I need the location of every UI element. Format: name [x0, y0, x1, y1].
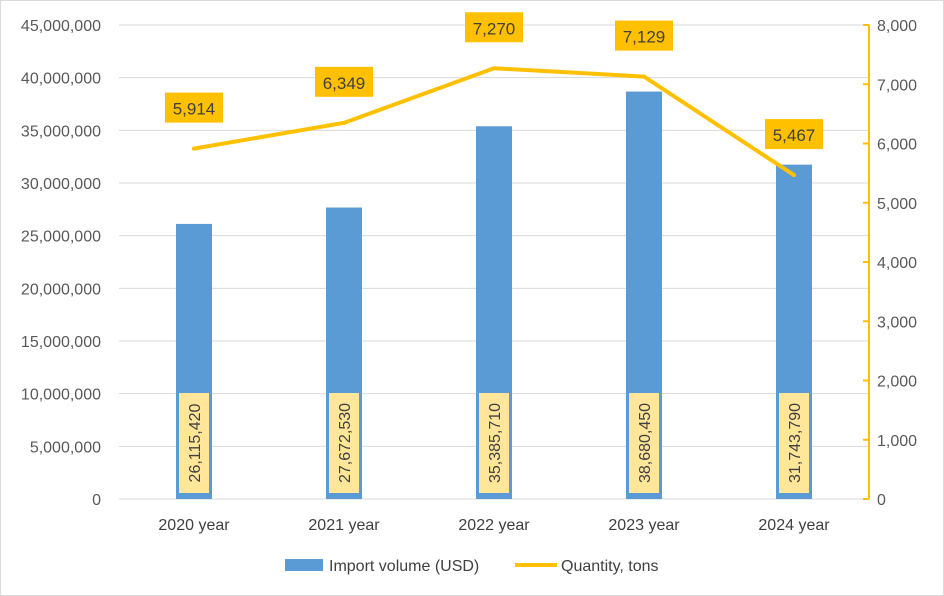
right-tick-label: 5,000 [877, 196, 917, 213]
right-tick-label: 8,000 [877, 18, 917, 35]
right-tick-label: 7,000 [877, 77, 917, 94]
bar-label-box [479, 393, 509, 493]
category-label: 2021 year [308, 517, 380, 534]
right-tick-label: 2,000 [877, 374, 917, 391]
bar-data-label: 27,672,530 [337, 403, 354, 483]
x-axis-categories: 2020 year 2021 year 2022 year 2023 year 2024… [158, 517, 830, 534]
legend-swatch-bars [285, 559, 323, 571]
line-point [792, 173, 796, 178]
bar-data-label: 38,680,450 [637, 403, 654, 483]
legend-label-line: Quantity, tons [561, 558, 659, 575]
line-data-label: 7,129 [623, 28, 666, 47]
line-label-box [615, 20, 673, 51]
left-tick-label: 10,000,000 [21, 387, 101, 404]
left-tick-label: 30,000,000 [21, 176, 101, 193]
bar-data-label: 35,385,710 [487, 403, 504, 483]
line-data-label: 7,270 [473, 19, 516, 38]
line-label-box [315, 66, 373, 97]
line-label-box [465, 12, 523, 43]
bar-data-label: 26,115,420 [187, 403, 204, 482]
right-tick-label: 3,000 [877, 314, 917, 331]
line-point [192, 146, 196, 151]
bar-data-label: 31,743,790 [787, 403, 804, 483]
bar-series: 26,115,420 27,672,530 35,385,710 38,680,450… [176, 91, 812, 500]
left-tick-label: 40,000,000 [21, 71, 101, 88]
category-label: 2022 year [458, 517, 530, 534]
line-data-label: 6,349 [323, 74, 366, 93]
left-tick-label: 45,000,000 [21, 18, 101, 35]
left-axis-ticks: 0 5,000,000 10,000,000 15,000,000 20,000,000… [21, 18, 101, 509]
line-point [642, 74, 646, 79]
right-axis: 0 1,000 2,000 3,000 4,000 5,000 6,000 7,000 8,00… [863, 18, 917, 509]
left-tick-label: 20,000,000 [21, 281, 101, 298]
bar-label-box [779, 393, 809, 493]
line-data-label: 5,467 [773, 126, 816, 145]
category-label: 2023 year [608, 517, 680, 534]
category-label: 2024 year [758, 517, 830, 534]
bar-label-box [629, 393, 659, 493]
left-tick-label: 25,000,000 [21, 229, 101, 246]
right-tick-label: 0 [877, 492, 886, 509]
line-data-label: 5,914 [173, 100, 216, 119]
category-label: 2020 year [158, 517, 230, 534]
line-label-box [765, 119, 823, 150]
left-tick-label: 5,000,000 [30, 439, 101, 456]
left-tick-label: 0 [92, 492, 101, 509]
legend: Import volume (USD) Quantity, tons [285, 558, 659, 575]
right-tick-label: 6,000 [877, 137, 917, 154]
left-tick-label: 15,000,000 [21, 334, 101, 351]
bar-label-box [179, 393, 209, 493]
line-point [492, 66, 496, 71]
bar-label-box [329, 393, 359, 493]
line-label-box [165, 92, 223, 123]
legend-label-bars: Import volume (USD) [329, 558, 479, 575]
line-point [342, 120, 346, 125]
right-tick-label: 1,000 [877, 433, 917, 450]
right-tick-label: 4,000 [877, 255, 917, 272]
line-series: 5,914 6,349 7,270 7,129 5,467 [165, 12, 823, 178]
left-tick-label: 35,000,000 [21, 123, 101, 140]
